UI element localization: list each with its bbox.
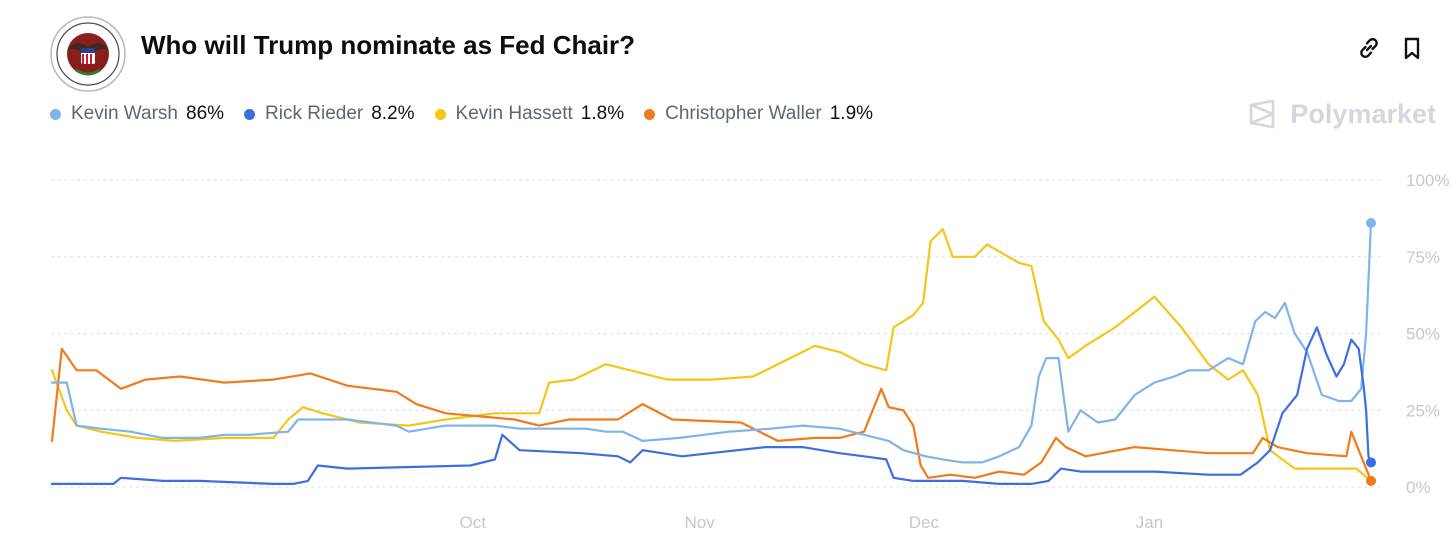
x-tick-label: Oct xyxy=(460,513,487,532)
y-tick-label: 25% xyxy=(1406,401,1440,420)
legend-value: 1.9% xyxy=(829,103,874,124)
federal-reserve-seal-icon xyxy=(50,16,126,92)
legend-dot-icon xyxy=(50,108,61,120)
y-tick-label: 50% xyxy=(1406,325,1440,344)
x-tick-label: Nov xyxy=(685,513,716,532)
legend-dot-icon xyxy=(644,108,656,120)
series-line-kevin-warsh[interactable] xyxy=(50,221,1373,464)
chart-series xyxy=(50,217,1376,486)
legend-name: Rick Rieder xyxy=(265,103,364,124)
legend-name: Christopher Waller xyxy=(665,103,822,124)
page-title: Who will Trump nominate as Fed Chair? xyxy=(141,30,636,60)
series-end-point-kevin-warsh[interactable] xyxy=(1366,217,1376,228)
series-end-point-christopher-waller[interactable] xyxy=(1366,475,1376,486)
series-line-kevin-hassett[interactable] xyxy=(50,227,1373,482)
x-axis: Oct Nov Dec Jan xyxy=(460,513,1164,532)
series-line-rick-rieder[interactable] xyxy=(50,326,1373,485)
legend-value: 86% xyxy=(186,103,225,124)
legend-value: 8.2% xyxy=(371,103,415,124)
legend-dot-icon xyxy=(244,108,256,120)
chart-legend: Kevin Warsh 86% Rick Rieder 8.2% Kevin Hasse… xyxy=(50,101,893,127)
legend-item-christopher-waller[interactable]: Christopher Waller 1.9% xyxy=(644,103,873,125)
y-tick-label: 100% xyxy=(1406,171,1449,190)
bookmark-icon[interactable] xyxy=(1398,34,1426,62)
polymarket-logo-icon xyxy=(1250,99,1275,129)
brand-name: Polymarket xyxy=(1290,98,1436,129)
series-line-christopher-waller[interactable] xyxy=(50,347,1373,482)
y-tick-label: 75% xyxy=(1406,248,1440,267)
y-axis: 100% 75% 50% 25% 0% xyxy=(1406,171,1449,497)
legend-item-rick-rieder[interactable]: Rick Rieder 8.2% xyxy=(244,103,415,125)
legend-value: 1.8% xyxy=(580,103,625,124)
link-icon[interactable] xyxy=(1355,34,1383,62)
price-history-chart[interactable]: 100% 75% 50% 25% 0% Oct Nov Dec Jan xyxy=(0,140,1456,536)
series-end-point-rick-rieder[interactable] xyxy=(1366,457,1376,468)
y-tick-label: 0% xyxy=(1406,478,1431,497)
legend-name: Kevin Hassett xyxy=(455,103,573,124)
legend-name: Kevin Warsh xyxy=(71,103,178,124)
legend-item-kevin-hassett[interactable]: Kevin Hassett 1.8% xyxy=(434,103,625,125)
legend-item-kevin-warsh[interactable]: Kevin Warsh 86% xyxy=(50,103,224,125)
x-tick-label: Dec xyxy=(909,513,940,532)
legend-dot-icon xyxy=(434,108,446,120)
x-tick-label: Jan xyxy=(1136,513,1163,532)
market-header: Who will Trump nominate as Fed Chair? xyxy=(0,0,1456,96)
chart-gridlines xyxy=(51,179,1382,488)
polymarket-brand: Polymarket xyxy=(1246,96,1436,132)
